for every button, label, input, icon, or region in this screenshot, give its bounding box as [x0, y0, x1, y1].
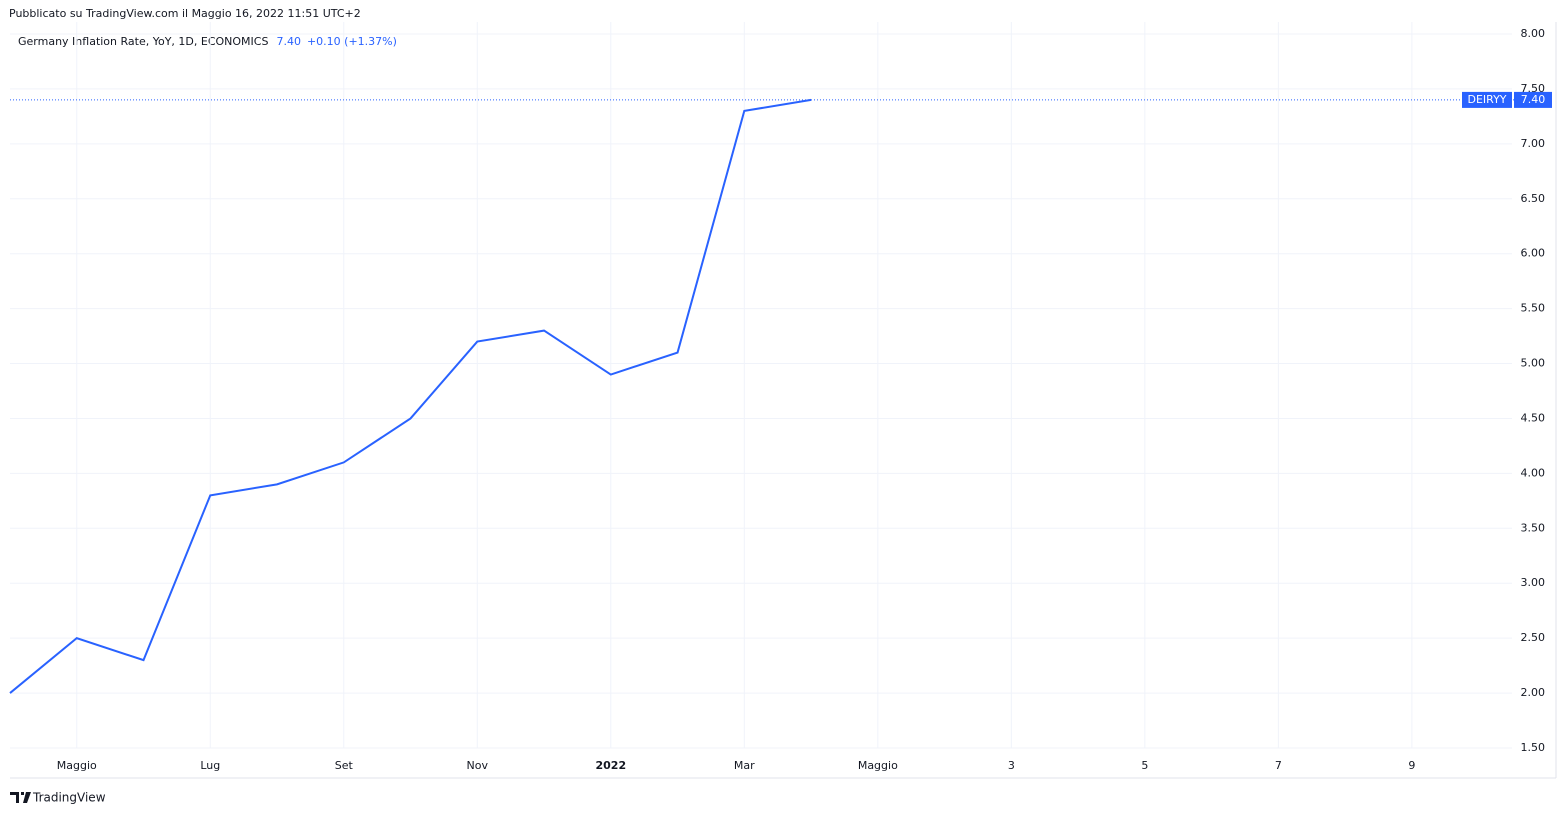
- x-tick-label: Maggio: [858, 759, 898, 772]
- brand: TradingView: [32, 791, 106, 805]
- y-tick-label: 1.50: [1521, 741, 1546, 754]
- last-price: 7.40: [276, 35, 301, 48]
- x-tick-label: Lug: [200, 759, 220, 772]
- price-value: 7.40: [1521, 93, 1546, 106]
- y-tick-label: 4.50: [1521, 411, 1546, 424]
- x-tick-label: 7: [1275, 759, 1282, 772]
- y-tick-label: 6.00: [1521, 247, 1546, 260]
- price-change: +0.10 (+1.37%): [307, 35, 397, 48]
- y-tick-label: 5.00: [1521, 357, 1546, 370]
- y-tick-label: 2.00: [1521, 686, 1546, 699]
- y-tick-label: 2.50: [1521, 631, 1546, 644]
- x-tick-label: 9: [1408, 759, 1415, 772]
- line-series: [9, 98, 812, 694]
- x-tick-label: 5: [1141, 759, 1148, 772]
- published-note: Pubblicato su TradingView.com il Maggio …: [9, 7, 361, 20]
- y-tick-label: 3.00: [1521, 576, 1546, 589]
- symbol-name: DEIRYY: [1467, 93, 1506, 106]
- symbol-badge: [1462, 91, 1512, 108]
- y-tick-label: 7.00: [1521, 137, 1546, 150]
- chart-title: Germany Inflation Rate, YoY, 1D, ECONOMI…: [18, 35, 268, 48]
- y-tick-label: 3.50: [1521, 521, 1546, 534]
- price-badge: [1514, 91, 1552, 108]
- x-tick-label: Maggio: [57, 759, 97, 772]
- y-tick-label: 7.50: [1521, 82, 1546, 95]
- x-tick-label: Mar: [734, 759, 755, 772]
- x-tick-label: 2022: [595, 759, 626, 772]
- x-tick-label: Nov: [467, 759, 489, 772]
- grid: [10, 22, 1512, 749]
- y-tick-label: 5.50: [1521, 302, 1546, 315]
- y-tick-label: 6.50: [1521, 192, 1546, 205]
- x-tick-label: 3: [1008, 759, 1015, 772]
- x-tick-label: Set: [335, 759, 354, 772]
- logo: [10, 792, 31, 803]
- y-tick-label: 8.00: [1521, 27, 1546, 40]
- y-tick-label: 4.00: [1521, 466, 1546, 479]
